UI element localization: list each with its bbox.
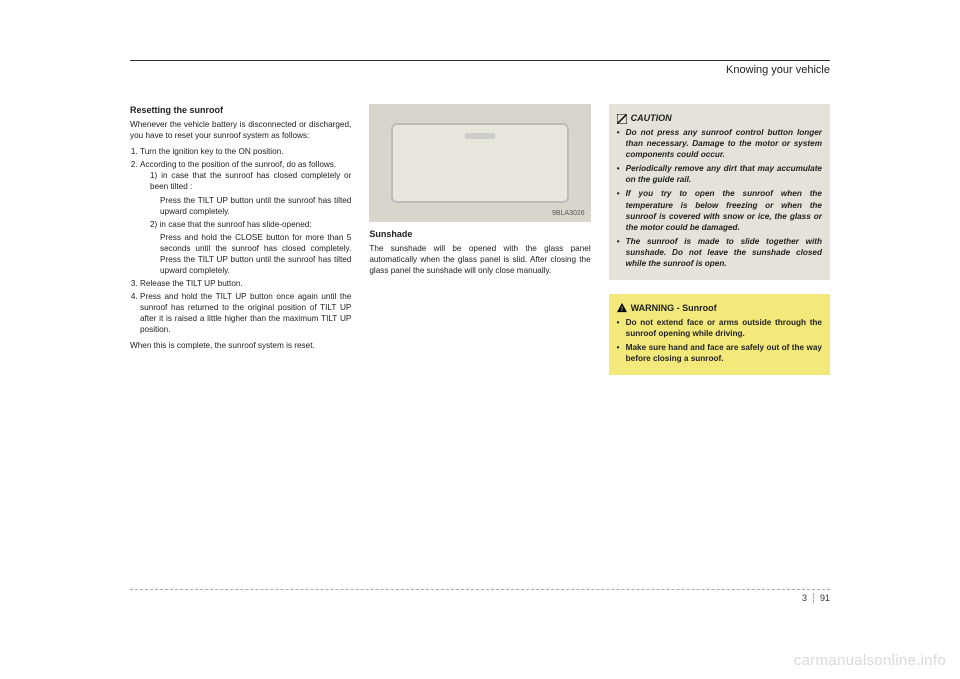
reset-intro: Whenever the vehicle battery is disconne…	[130, 119, 351, 141]
warning-item: Make sure hand and face are safely out o…	[617, 342, 822, 364]
manual-page: Knowing your vehicle Resetting the sunro…	[130, 60, 830, 375]
section-header: Knowing your vehicle	[130, 64, 830, 76]
header-rule	[130, 60, 830, 61]
sunshade-figure: 9BLA3026	[369, 104, 590, 222]
caution-item: Do not press any sunroof control button …	[617, 127, 822, 160]
sunshade-illustration	[391, 123, 568, 203]
page-num: 91	[820, 593, 830, 603]
sunshade-body: The sunshade will be opened with the gla…	[369, 243, 590, 276]
warning-list: Do not extend face or arms outside throu…	[617, 317, 822, 364]
caution-item: If you try to open the sunroof when the …	[617, 188, 822, 232]
page-footer: 3 91	[130, 589, 830, 609]
step-2: According to the position of the sunroof…	[140, 159, 351, 276]
reset-steps: Turn the ignition key to the ON position…	[130, 146, 351, 335]
step-2-text: According to the position of the sunroof…	[140, 160, 336, 169]
warning-item: Do not extend face or arms outside throu…	[617, 317, 822, 339]
step-2a-head: 1) in case that the sunroof has closed c…	[150, 170, 351, 192]
step-2-sub: 1) in case that the sunroof has closed c…	[140, 170, 351, 276]
column-1: Resetting the sunroof Whenever the vehic…	[130, 104, 351, 375]
sunshade-heading: Sunshade	[369, 228, 590, 240]
step-3: Release the TILT UP button.	[140, 278, 351, 289]
watermark: carmanualsonline.info	[794, 652, 946, 669]
figure-label: 9BLA3026	[552, 209, 585, 218]
column-2: 9BLA3026 Sunshade The sunshade will be o…	[369, 104, 590, 375]
warning-head-text: WARNING - Sunroof	[631, 302, 717, 314]
caution-box: CAUTION Do not press any sunroof control…	[609, 104, 830, 280]
caution-list: Do not press any sunroof control button …	[617, 127, 822, 269]
svg-text:!: !	[621, 306, 623, 312]
step-4: Press and hold the TILT UP button once a…	[140, 291, 351, 335]
column-3: CAUTION Do not press any sunroof control…	[609, 104, 830, 375]
caution-item: The sunroof is made to slide together wi…	[617, 236, 822, 269]
reset-heading: Resetting the sunroof	[130, 104, 351, 116]
caution-heading: CAUTION	[617, 112, 822, 124]
caution-icon	[617, 114, 627, 123]
warning-heading: ! WARNING - Sunroof	[617, 302, 822, 314]
step-1: Turn the ignition key to the ON position…	[140, 146, 351, 157]
page-number: 3 91	[802, 593, 830, 603]
reset-outro: When this is complete, the sunroof syste…	[130, 340, 351, 351]
step-2a-body: Press the TILT UP button until the sunro…	[150, 195, 351, 217]
content-columns: Resetting the sunroof Whenever the vehic…	[130, 104, 830, 375]
step-2b-head: 2) in case that the sunroof has slide-op…	[150, 219, 351, 230]
warning-icon: !	[617, 303, 627, 312]
warning-box: ! WARNING - Sunroof Do not extend face o…	[609, 294, 830, 375]
step-2b-body: Press and hold the CLOSE button for more…	[150, 232, 351, 276]
caution-head-text: CAUTION	[631, 112, 672, 124]
section-number: 3	[802, 593, 814, 603]
caution-item: Periodically remove any dirt that may ac…	[617, 163, 822, 185]
